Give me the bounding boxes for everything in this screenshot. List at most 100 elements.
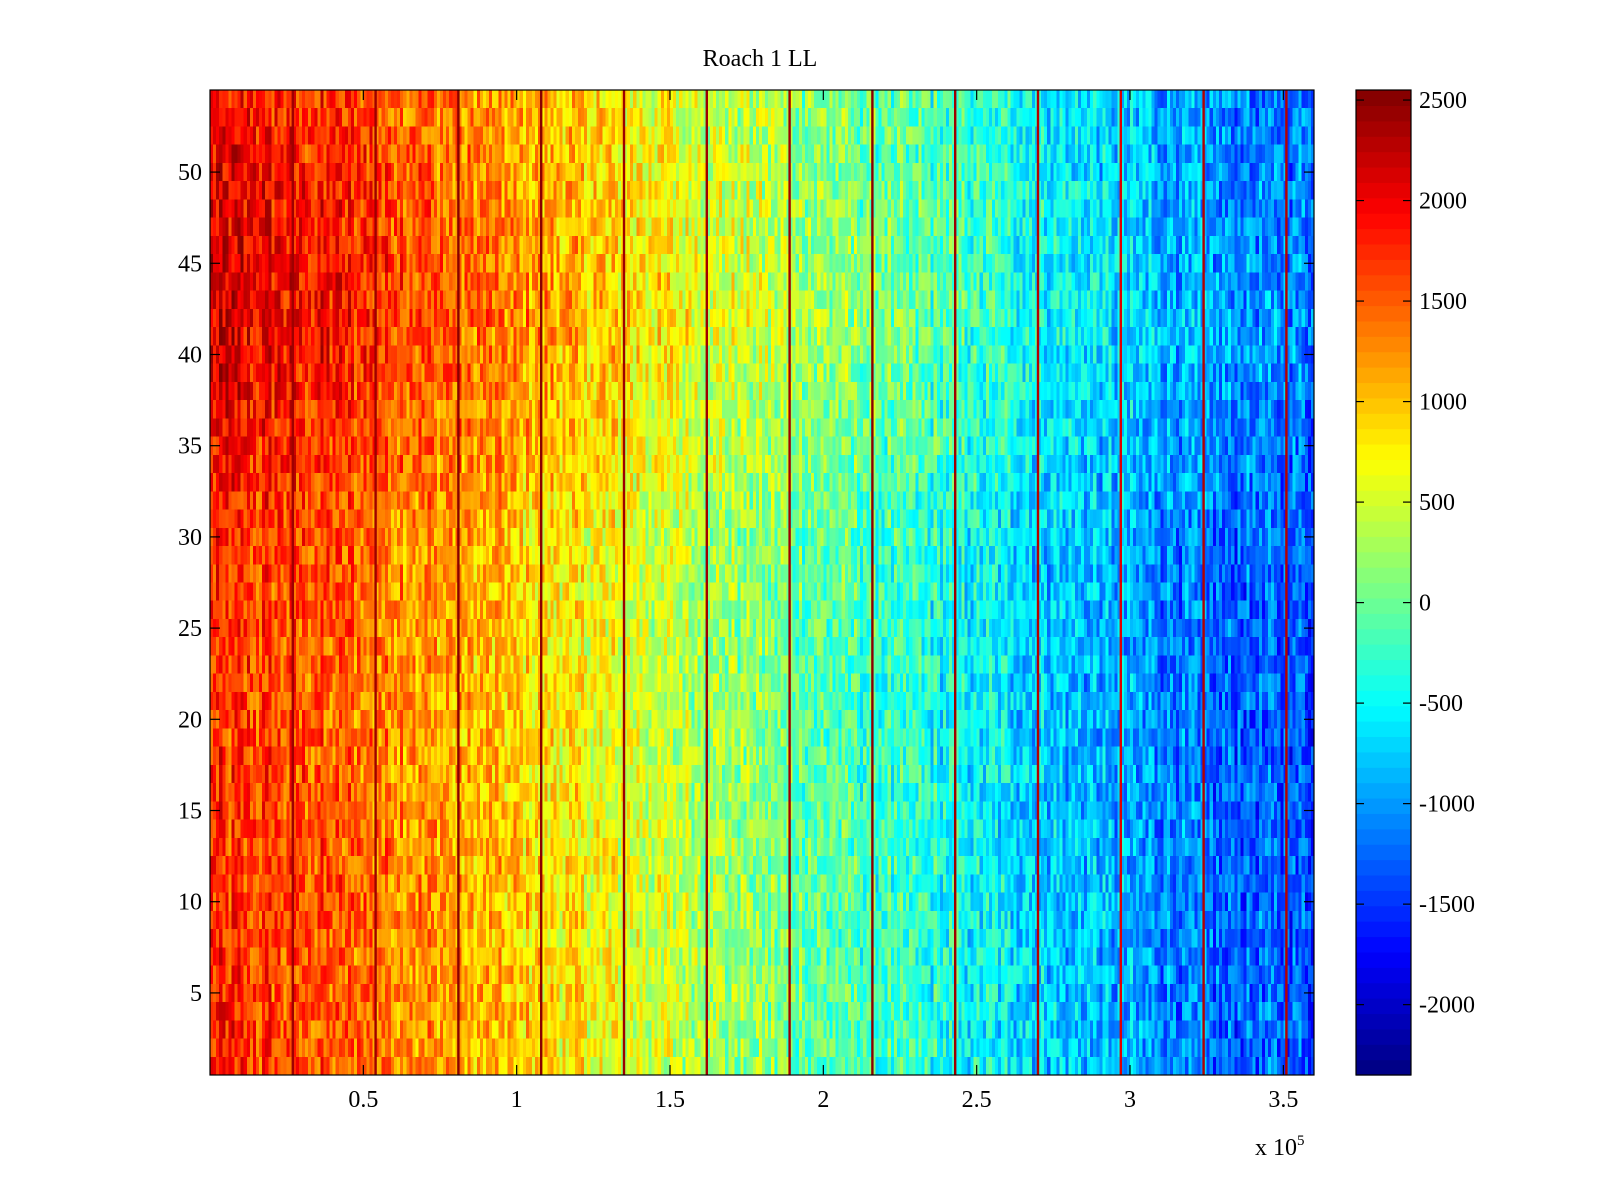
heatmap-stripes <box>291 90 1288 1075</box>
colorbar-segment <box>1356 413 1411 430</box>
heatmap-cells <box>210 90 1314 1075</box>
colorbar-segment <box>1356 659 1411 676</box>
colorbar-segment <box>1356 890 1411 907</box>
colorbar-tick-label: 500 <box>1419 490 1455 516</box>
colorbar-segment <box>1356 197 1411 214</box>
colorbar-tick-label: -2000 <box>1419 993 1475 1019</box>
colorbar-segment <box>1356 490 1411 507</box>
colorbar-axis: 2500 2000 1500 1000 500 0 -500 -1000 -1500 -2000 <box>1356 88 1475 1019</box>
heatmap-stripe <box>1285 90 1288 1075</box>
colorbar-segment <box>1356 474 1411 491</box>
colorbar-segment <box>1356 166 1411 183</box>
colorbar-segment <box>1356 674 1411 691</box>
heatmap-stripe <box>291 90 294 1075</box>
colorbar-segment <box>1356 520 1411 537</box>
y-tick-label: 40 <box>178 342 202 368</box>
colorbar-segment <box>1356 428 1411 445</box>
heatmap-stripe <box>374 90 377 1075</box>
colorbar-segment <box>1356 397 1411 414</box>
heatmap-plot-area <box>210 90 1314 1075</box>
colorbar-segment <box>1356 982 1411 999</box>
colorbar-segment <box>1356 967 1411 984</box>
colorbar-segment <box>1356 505 1411 522</box>
colorbar-segment <box>1356 351 1411 368</box>
colorbar-segment <box>1356 120 1411 137</box>
colorbar-segment <box>1356 1059 1411 1076</box>
colorbar-tick-label: 1000 <box>1419 390 1467 416</box>
colorbar-segment <box>1356 797 1411 814</box>
heatmap-stripe <box>1202 90 1205 1075</box>
heatmap-stripe <box>1119 90 1122 1075</box>
colorbar-tick-label: 2000 <box>1419 189 1467 215</box>
heatmap-stripe <box>705 90 708 1075</box>
y-tick-label: 35 <box>178 434 202 460</box>
x-tick-label: 3 <box>1124 1087 1136 1113</box>
colorbar-segment <box>1356 828 1411 845</box>
colorbar-tick-label: -1000 <box>1419 792 1475 818</box>
heatmap-stripe <box>788 90 791 1075</box>
colorbar-segment <box>1356 721 1411 738</box>
y-tick-label: 30 <box>178 525 202 551</box>
x-axis-multiplier: x 105 <box>1255 1133 1305 1161</box>
y-tick-label: 25 <box>178 616 202 642</box>
colorbar-segment <box>1356 1044 1411 1061</box>
colorbar-segment <box>1356 443 1411 460</box>
chart-title: Roach 1 LL <box>703 46 818 72</box>
colorbar-segment <box>1356 859 1411 876</box>
colorbar-segment <box>1356 136 1411 153</box>
colorbar-segment <box>1356 274 1411 291</box>
colorbar-segment <box>1356 1028 1411 1045</box>
colorbar-segment <box>1356 228 1411 245</box>
y-tick-label: 45 <box>178 251 202 277</box>
x-axis-multiplier-exponent: 5 <box>1297 1133 1305 1149</box>
x-tick-label: 0.5 <box>348 1087 378 1113</box>
heatmap-stripe <box>871 90 874 1075</box>
colorbar-segment <box>1356 951 1411 968</box>
colorbar-segment <box>1356 628 1411 645</box>
colorbar-segment <box>1356 690 1411 707</box>
y-tick-label: 20 <box>178 707 202 733</box>
y-tick-label: 5 <box>190 981 202 1007</box>
colorbar-segment <box>1356 613 1411 630</box>
colorbar-segment <box>1356 936 1411 953</box>
colorbar-tick-label: 0 <box>1419 591 1431 617</box>
colorbar-segment <box>1356 736 1411 753</box>
colorbar-segment <box>1356 782 1411 799</box>
colorbar-frame <box>1355 89 1412 1076</box>
colorbar-segment <box>1356 767 1411 784</box>
colorbar-segment <box>1356 90 1411 106</box>
x-tick-label: 2.5 <box>962 1087 992 1113</box>
colorbar-segment <box>1356 551 1411 568</box>
colorbar-segment <box>1356 182 1411 199</box>
colorbar-segment <box>1356 151 1411 168</box>
colorbar-segment <box>1356 705 1411 722</box>
x-tick-label: 3.5 <box>1268 1087 1298 1113</box>
colorbar-segment <box>1356 336 1411 353</box>
heatmap-stripe <box>954 90 957 1075</box>
x-axis-multiplier-base: x 10 <box>1255 1135 1297 1161</box>
colorbar <box>1356 90 1411 1076</box>
colorbar-segment <box>1356 844 1411 861</box>
heatmap-stripe <box>540 90 543 1075</box>
colorbar-segment <box>1356 751 1411 768</box>
heatmap-stripe <box>1036 90 1040 1075</box>
colorbar-segment <box>1356 644 1411 661</box>
colorbar-segment <box>1356 874 1411 891</box>
heatmap-stripe <box>622 90 626 1075</box>
colorbar-segment <box>1356 305 1411 322</box>
colorbar-segment <box>1356 1013 1411 1030</box>
colorbar-segment <box>1356 597 1411 614</box>
x-axis: 0.5 1 1.5 2 2.5 3 3.5 <box>348 90 1298 1113</box>
heatmap-stripe <box>457 90 460 1075</box>
colorbar-segment <box>1356 459 1411 476</box>
y-tick-label: 10 <box>178 890 202 916</box>
colorbar-segment <box>1356 290 1411 307</box>
colorbar-segment <box>1356 567 1411 584</box>
colorbar-segment <box>1356 105 1411 122</box>
colorbar-segment <box>1356 243 1411 260</box>
colorbar-segment <box>1356 813 1411 830</box>
y-tick-label: 15 <box>178 799 202 825</box>
colorbar-segment <box>1356 921 1411 938</box>
x-tick-label: 1 <box>511 1087 523 1113</box>
